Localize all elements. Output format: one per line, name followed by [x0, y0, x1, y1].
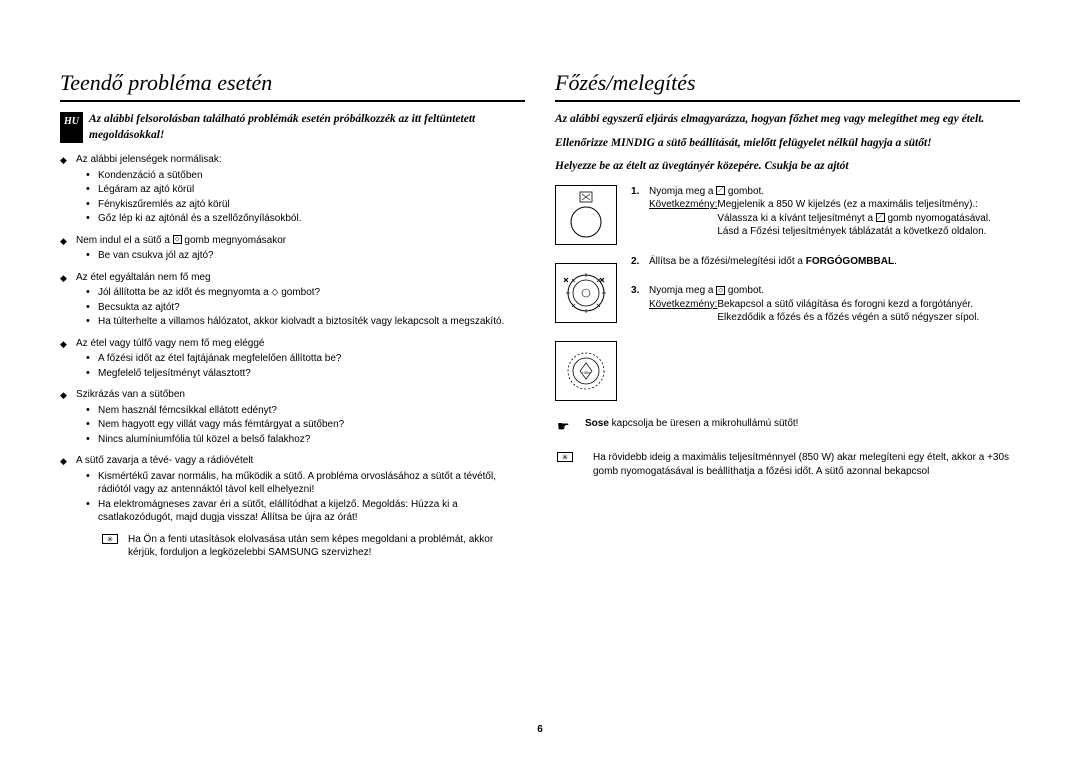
list-item: Nem indul el a sütő a ⬦ gomb megnyomásak… — [76, 234, 525, 263]
warning-text: Sose kapcsolja be üresen a mikrohullámú … — [585, 417, 798, 436]
item-title: Az étel vagy túlfő vagy nem fő meg elégg… — [76, 338, 264, 349]
start-button-icon: ⬦ — [173, 235, 182, 244]
left-intro: HU Az alábbi felsorolásban található pro… — [60, 112, 525, 143]
step-body: Nyomja meg a ⟋ gombot. Következmény: Meg… — [649, 185, 1020, 239]
right-heading: Főzés/melegítés — [555, 70, 1020, 102]
step-text-bold: FORGÓGOMBBAL — [806, 256, 894, 267]
step-number: 2. — [631, 255, 649, 269]
sub-item: Ha túlterhelte a villamos hálózatot, akk… — [98, 315, 525, 329]
sub-item: Becsukta az ajtót? — [98, 301, 525, 315]
page-number: 6 — [0, 724, 1080, 735]
step-number: 1. — [631, 185, 649, 239]
sub-item: Nincs alumíniumfólia túl közel a belső f… — [98, 433, 525, 447]
step-text: Nyomja meg a — [649, 186, 716, 197]
item-title-post: gomb megnyomásakor — [182, 235, 287, 246]
extra-text: Válassza ki a kívánt teljesítményt a — [717, 213, 875, 224]
right-note-row: ✳ Ha rövidebb ideig a maximális teljesít… — [555, 451, 1020, 478]
power-icon: ⟋ — [876, 213, 885, 222]
consequence-label: Következmény: — [649, 198, 717, 239]
steps-text-column: 1. Nyomja meg a ⟋ gombot. Következmény: … — [631, 185, 1020, 401]
left-intro-text: Az alábbi felsorolásban található problé… — [89, 112, 525, 143]
right-intro3: Helyezze be az ételt az üvegtányér közep… — [555, 159, 1020, 175]
start-icon: ⬦ — [716, 286, 725, 295]
step-number: 3. — [631, 284, 649, 325]
start-diagram-icon: +30s — [555, 341, 617, 401]
note-badge-icon: ✳ — [102, 534, 118, 544]
sub-item: Ha elektromágneses zavar éri a sütőt, el… — [98, 498, 525, 525]
item-title: Szikrázás van a sütőben — [76, 389, 185, 400]
list-item: Az alábbi jelenségek normálisak: Kondenz… — [76, 153, 525, 226]
sub-item: Gőz lép ki az ajtónál és a szellőzőnyílá… — [98, 212, 525, 226]
language-badge: HU — [60, 112, 83, 143]
list-item: A sütő zavarja a tévé- vagy a rádióvétel… — [76, 454, 525, 525]
sub-item: Kismértékű zavar normális, ha működik a … — [98, 470, 525, 497]
steps-container: +30s 1. Nyomja meg a ⟋ gombot. Következm… — [555, 185, 1020, 401]
power-icon: ⟋ — [716, 186, 725, 195]
step-text: Nyomja meg a — [649, 285, 716, 296]
cons-text: Bekapcsol a sütő világítása és forogni k… — [717, 299, 973, 310]
item-title: A sütő zavarja a tévé- vagy a rádióvétel… — [76, 455, 253, 466]
step-row: 3. Nyomja meg a ⬦ gombot. Következmény: … — [631, 284, 1020, 325]
left-note-text: Ha Ön a fenti utasítások elolvasása után… — [128, 533, 525, 560]
cons-text: Megjelenik a 850 W kijelzés (ez a maximá… — [717, 199, 978, 210]
step-text: gombot. — [725, 186, 764, 197]
extra-text: Lásd a Főzési teljesítmények táblázatát … — [717, 226, 986, 237]
step-text: Állítsa be a főzési/melegítési időt a — [649, 256, 806, 267]
sub-item: A főzési időt az étel fajtájának megfele… — [98, 352, 525, 366]
dial-diagram-icon — [555, 263, 617, 323]
warning-row: ☛ Sose kapcsolja be üresen a mikrohullám… — [555, 417, 1020, 436]
item-title: Az alábbi jelenségek normálisak: — [76, 154, 222, 165]
sub-item: Fénykiszűremlés az ajtó körül — [98, 198, 525, 212]
left-heading: Teendő probléma esetén — [60, 70, 525, 102]
left-column: Teendő probléma esetén HU Az alábbi fels… — [60, 70, 525, 560]
sub-item: Nem használ fémcsíkkal ellátott edényt? — [98, 404, 525, 418]
right-intro1: Az alábbi egyszerű eljárás elmagyarázza,… — [555, 112, 1020, 128]
item-title: Az étel egyáltalán nem fő meg — [76, 272, 211, 283]
list-item: Az étel vagy túlfő vagy nem fő meg elégg… — [76, 337, 525, 381]
consequence-text: Bekapcsol a sütő világítása és forogni k… — [717, 298, 1020, 325]
sub-item: Légáram az ajtó körül — [98, 183, 525, 197]
right-note-text: Ha rövidebb ideig a maximális teljesítmé… — [593, 451, 1020, 478]
note-badge-icon: ✳ — [557, 452, 573, 462]
sub-item: Megfelelő teljesítményt választott? — [98, 367, 525, 381]
right-column: Főzés/melegítés Az alábbi egyszerű eljár… — [555, 70, 1020, 560]
list-item: Szikrázás van a sütőben Nem használ fémc… — [76, 388, 525, 446]
step-text: . — [894, 256, 897, 267]
power-button-diagram-icon — [555, 185, 617, 245]
step-body: Állítsa be a főzési/melegítési időt a FO… — [649, 255, 1020, 269]
step-diagram-column: +30s — [555, 185, 617, 401]
sub-item: Be van csukva jól az ajtó? — [98, 249, 525, 263]
sub-item: Nem hagyott egy villát vagy más fémtárgy… — [98, 418, 525, 432]
right-intro2: Ellenőrizze MINDIG a sütő beállítását, m… — [555, 136, 1020, 152]
step-text: gombot. — [725, 285, 764, 296]
step-row: 1. Nyomja meg a ⟋ gombot. Következmény: … — [631, 185, 1020, 239]
left-note: ✳ Ha Ön a fenti utasítások elolvasása ut… — [60, 533, 525, 560]
extra-text: gomb nyomogatásával. — [885, 213, 991, 224]
svg-text:+30s: +30s — [582, 370, 591, 375]
consequence-label: Következmény: — [649, 298, 717, 325]
step-row: 2. Állítsa be a főzési/melegítési időt a… — [631, 255, 1020, 269]
item-title-pre: Nem indul el a sütő a — [76, 235, 173, 246]
consequence-text: Megjelenik a 850 W kijelzés (ez a maximá… — [717, 198, 1020, 239]
sub-item: Kondenzáció a sütőben — [98, 169, 525, 183]
step-body: Nyomja meg a ⬦ gombot. Következmény: Bek… — [649, 284, 1020, 325]
troubleshoot-list: Az alábbi jelenségek normálisak: Kondenz… — [60, 153, 525, 525]
sub-item: Jól állította be az időt és megnyomta a … — [98, 286, 525, 300]
extra-text: Elkezdődik a főzés és a főzés végén a sü… — [717, 312, 979, 323]
list-item: Az étel egyáltalán nem fő meg Jól állíto… — [76, 271, 525, 329]
hand-pointer-icon: ☛ — [557, 417, 575, 436]
